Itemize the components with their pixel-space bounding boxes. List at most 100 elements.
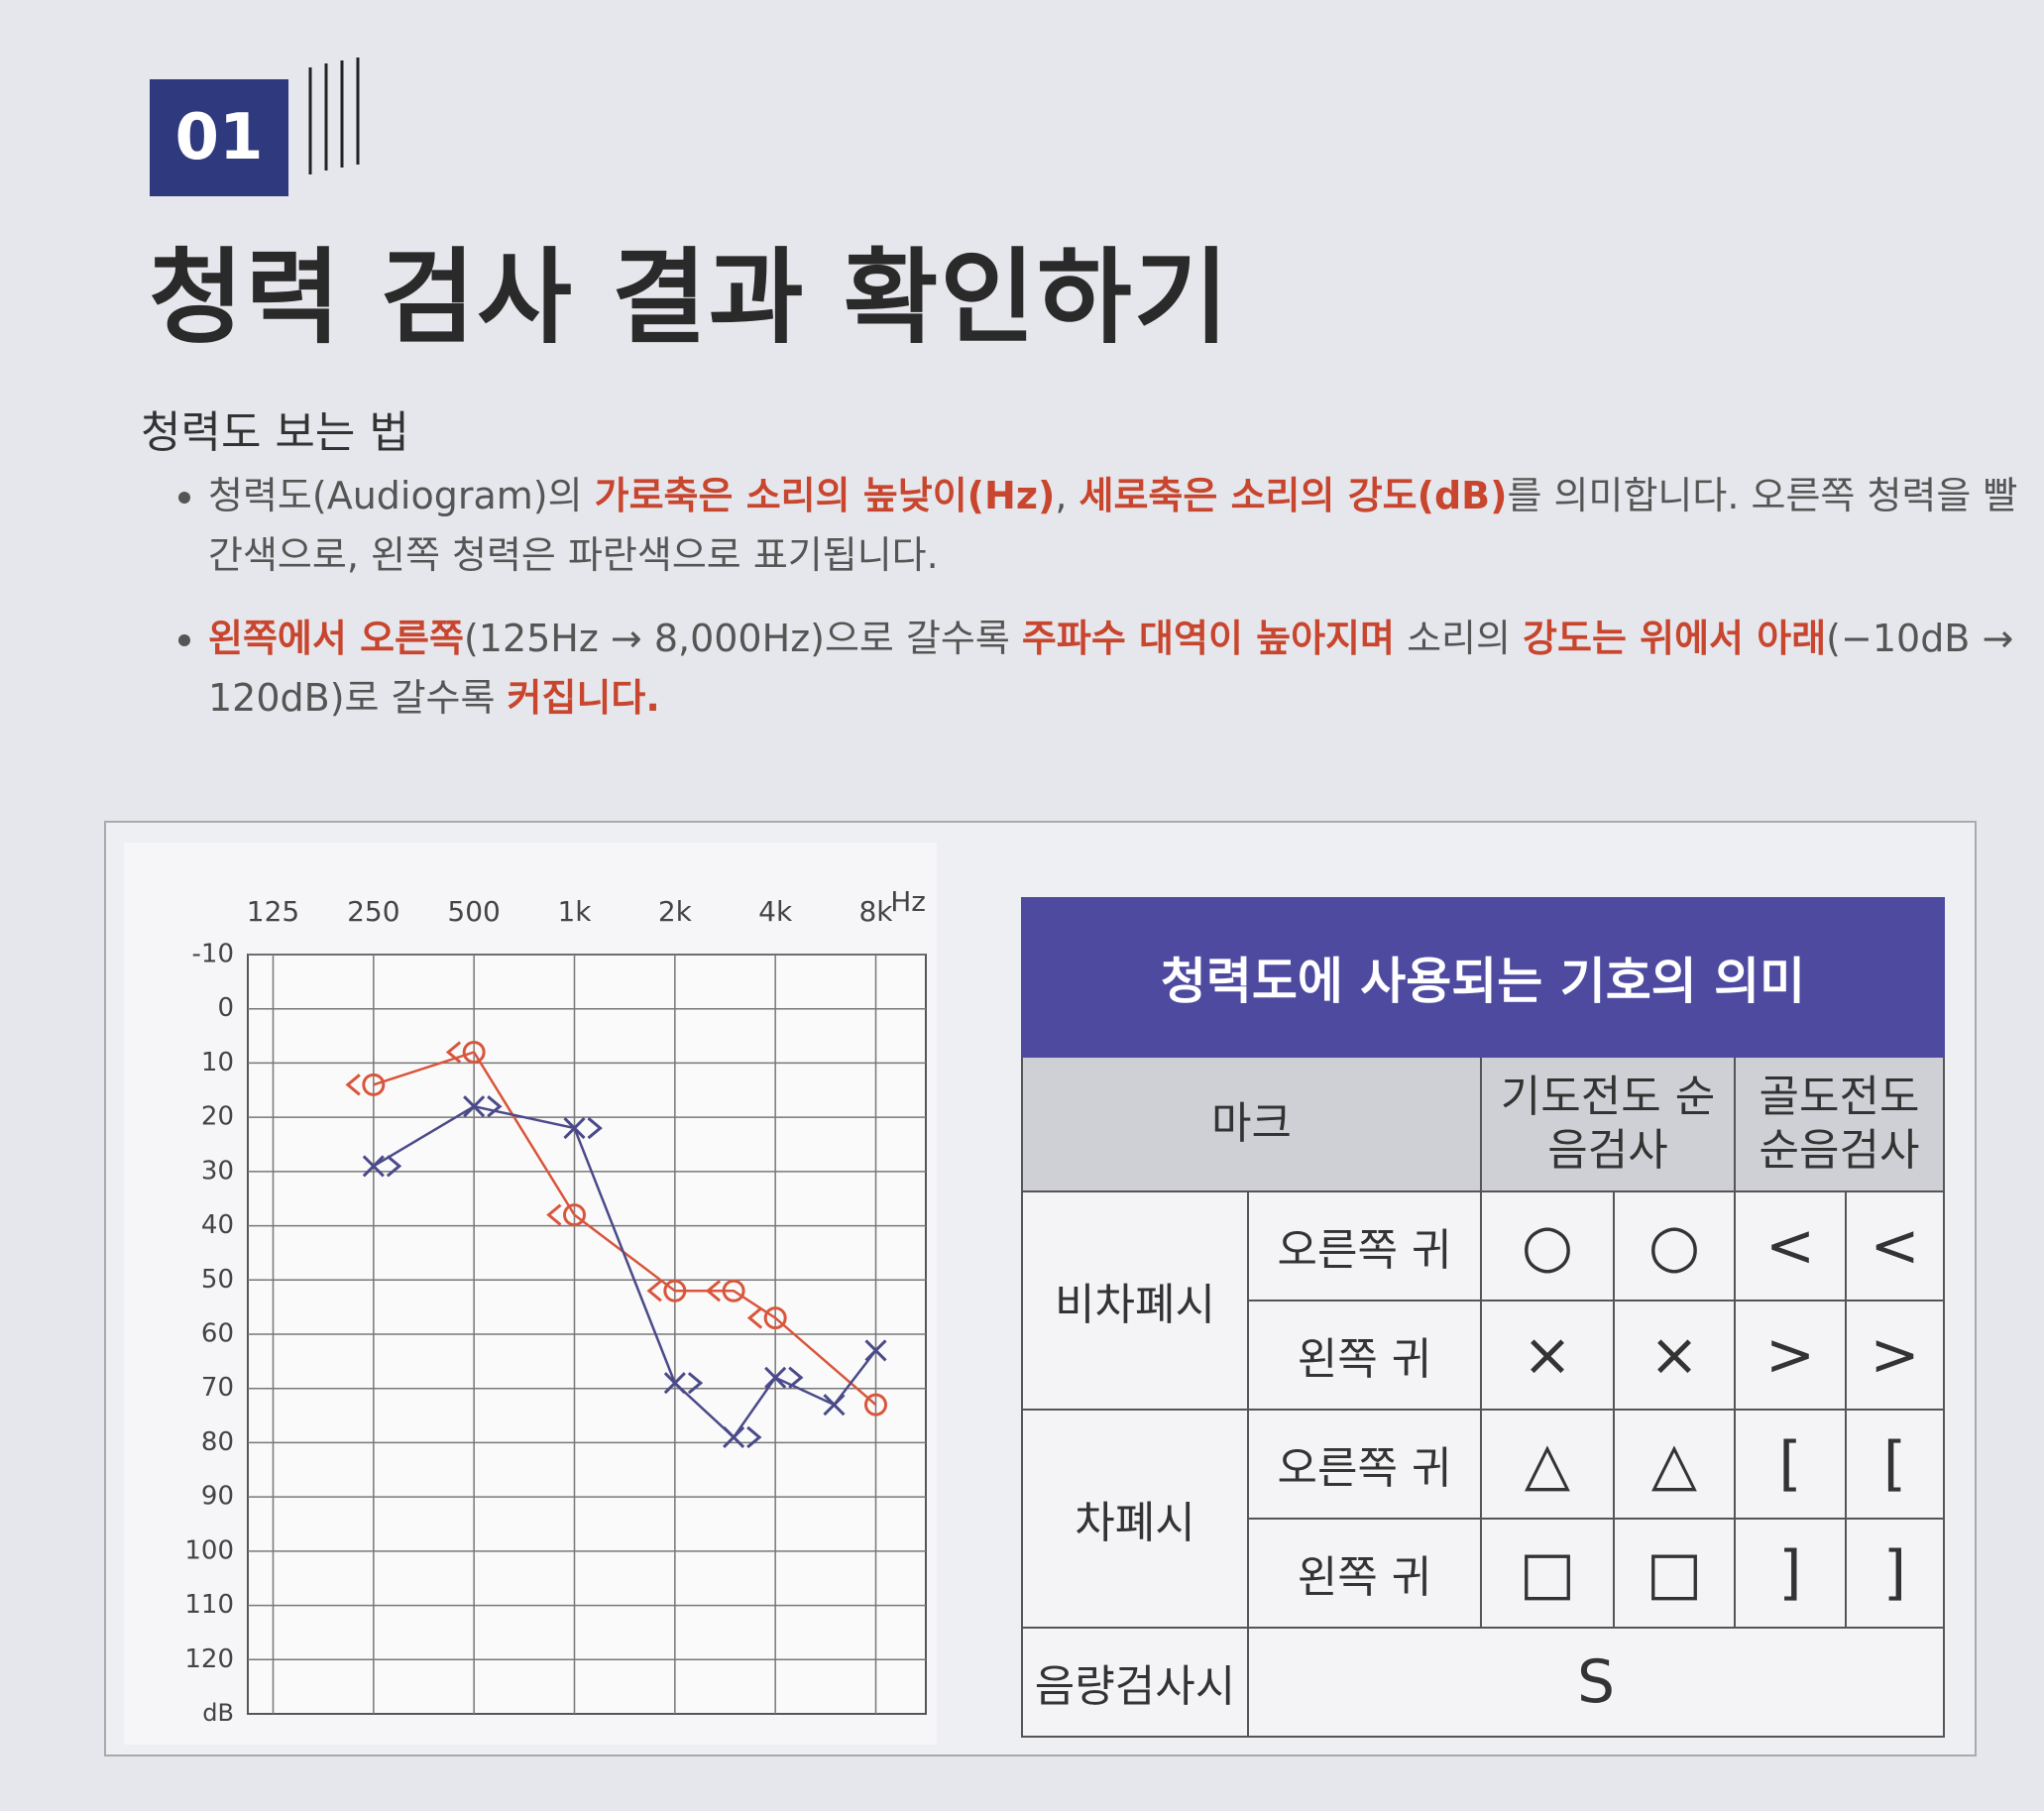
air-marker bbox=[463, 1095, 486, 1118]
air-marker bbox=[722, 1279, 745, 1302]
table-row: 왼쪽 귀 □ □]] bbox=[1022, 1518, 1946, 1629]
y-tick-label: -10 bbox=[192, 940, 234, 969]
y-tick-label: 50 bbox=[201, 1265, 234, 1295]
air-marker bbox=[562, 1203, 586, 1227]
bone-marker bbox=[687, 1372, 704, 1395]
bone-marker bbox=[487, 1095, 503, 1118]
bone-marker bbox=[445, 1041, 462, 1064]
y-tick-label: 40 bbox=[201, 1210, 234, 1240]
text-segment: 소리의 bbox=[1394, 617, 1524, 660]
symbol: ] bbox=[1844, 1518, 1946, 1629]
decoration bbox=[308, 57, 360, 174]
ear-label: 오른쪽 귀 bbox=[1247, 1190, 1482, 1302]
table-header: 마크 bbox=[1021, 1056, 1482, 1192]
text-segment: 를 의미합니다. 오른쪽 청력을 빨간색으로, 왼쪽 청력은 파란색으로 표기됩… bbox=[208, 474, 2018, 577]
symbol: ] bbox=[1734, 1518, 1847, 1629]
bone-marker bbox=[546, 1203, 562, 1226]
section-number: 01 bbox=[150, 79, 288, 196]
x-tick-label: 125 bbox=[247, 895, 299, 928]
y-tick-label: 10 bbox=[201, 1048, 234, 1077]
air-marker bbox=[362, 1073, 386, 1096]
bone-marker bbox=[646, 1280, 662, 1302]
table-header: 기도전도 순음검사 bbox=[1480, 1056, 1736, 1192]
bullet: 왼쪽에서 오른쪽(125Hz → 8,000Hz)으로 갈수록 주파수 대역이 … bbox=[208, 609, 2044, 728]
bone-marker bbox=[705, 1280, 722, 1302]
table-row: 왼쪽 귀 × × > > bbox=[1022, 1300, 1946, 1411]
text-segment: (125Hz → 8,000Hz)으로 갈수록 bbox=[463, 617, 1022, 660]
y-unit: dB bbox=[202, 1699, 234, 1727]
page-title: 청력 검사 결과 확인하기 bbox=[149, 237, 1231, 358]
table-row: 청력도에 사용되는 기호의 의미 bbox=[1020, 897, 1946, 1058]
air-marker bbox=[864, 1393, 888, 1416]
bone-marker bbox=[746, 1306, 763, 1329]
air-marker bbox=[563, 1117, 586, 1140]
symbol: □ bbox=[1613, 1518, 1736, 1629]
symbol: [ bbox=[1734, 1409, 1847, 1520]
text-segment: 커집니다. bbox=[507, 676, 660, 720]
x-tick-label: 4k bbox=[758, 895, 793, 928]
bone-marker bbox=[746, 1425, 762, 1449]
y-tick-label: 30 bbox=[201, 1156, 234, 1186]
audiogram: 125 250 500 1k 2k 4k 8k -10 0 10 20 30 40 50 60 70 80 90 1… bbox=[124, 843, 937, 1745]
bone-marker bbox=[386, 1155, 402, 1178]
y-tick-label: 100 bbox=[184, 1535, 234, 1565]
table-row: 비차폐시 오른쪽 귀 ○ ○ < < bbox=[1021, 1190, 1946, 1411]
x-unit: Hz bbox=[890, 885, 926, 918]
group-label: 음량검사시 bbox=[1021, 1627, 1249, 1738]
ear-label: 왼쪽 귀 bbox=[1247, 1518, 1482, 1629]
air-marker bbox=[663, 1279, 687, 1302]
bone-marker bbox=[788, 1366, 804, 1389]
symbol: < bbox=[1844, 1190, 1946, 1302]
symbol: [ bbox=[1844, 1409, 1946, 1520]
bullet: 청력도(Audiogram)의 가로축은 소리의 높낮이(Hz), 세로축은 소… bbox=[208, 466, 2044, 585]
x-tick-label: 250 bbox=[347, 895, 399, 928]
group-label: 차폐시 bbox=[1021, 1409, 1249, 1629]
text-segment: 가로축은 소리의 높낮이(Hz) bbox=[594, 474, 1056, 517]
ear-label: 오른쪽 귀 bbox=[1247, 1409, 1482, 1520]
y-tick-label: 90 bbox=[201, 1482, 234, 1512]
y-tick-label: 60 bbox=[201, 1319, 234, 1349]
text-segment: 세로축은 소리의 강도(dB) bbox=[1079, 474, 1508, 517]
bullet-list: 청력도(Audiogram)의 가로축은 소리의 높낮이(Hz), 세로축은 소… bbox=[139, 466, 2044, 751]
text-segment: 왼쪽에서 오른쪽 bbox=[208, 617, 464, 660]
symbol: □ bbox=[1480, 1518, 1615, 1629]
text-segment: 주파수 대역이 높아지며 bbox=[1021, 617, 1395, 660]
symbol: > bbox=[1734, 1300, 1847, 1411]
symbol: ○ bbox=[1480, 1190, 1615, 1302]
symbol: < bbox=[1734, 1190, 1847, 1302]
y-tick-label: 120 bbox=[184, 1644, 234, 1674]
air-marker bbox=[723, 1425, 745, 1449]
text-segment: 강도는 위에서 아래 bbox=[1523, 617, 1827, 660]
table-header: 골도전도 순음검사 bbox=[1733, 1056, 1946, 1192]
symbol: × bbox=[1613, 1300, 1736, 1411]
text-segment: , bbox=[1055, 474, 1079, 517]
x-tick-label: 8k bbox=[858, 895, 893, 928]
symbol-table: 청력도에 사용되는 기호의 의미 마크 기도전도 순음검사 골도전도 순음검사 비차폐시… bbox=[1020, 897, 1946, 1738]
air-marker bbox=[663, 1372, 686, 1395]
section-title: 청력도 보는 법 bbox=[141, 407, 409, 458]
y-tick-label: 0 bbox=[217, 993, 234, 1023]
y-tick-label: 80 bbox=[201, 1427, 234, 1457]
bone-marker bbox=[345, 1074, 361, 1096]
symbol: △ bbox=[1613, 1409, 1736, 1520]
y-tick-label: 110 bbox=[184, 1590, 234, 1620]
symbol: ○ bbox=[1613, 1190, 1736, 1302]
text-segment: (−10dB → 120dB)로 갈수록 bbox=[208, 617, 2014, 720]
air-marker bbox=[462, 1040, 486, 1064]
air-marker bbox=[864, 1339, 887, 1362]
symbol: △ bbox=[1480, 1409, 1615, 1520]
symbol: × bbox=[1480, 1300, 1615, 1411]
ear-label: 왼쪽 귀 bbox=[1247, 1300, 1482, 1411]
bone-marker bbox=[587, 1116, 603, 1140]
series-line bbox=[373, 1104, 877, 1439]
air-marker bbox=[362, 1155, 385, 1178]
x-tick-label: 500 bbox=[447, 895, 500, 928]
symbol: S bbox=[1246, 1627, 1946, 1738]
air-marker bbox=[823, 1394, 846, 1416]
x-tick-label: 2k bbox=[658, 895, 693, 928]
air-marker bbox=[764, 1366, 787, 1389]
air-marker bbox=[763, 1306, 787, 1330]
x-tick-label: 1k bbox=[557, 895, 592, 928]
table-title: 청력도에 사용되는 기호의 의미 bbox=[1020, 897, 1946, 1058]
